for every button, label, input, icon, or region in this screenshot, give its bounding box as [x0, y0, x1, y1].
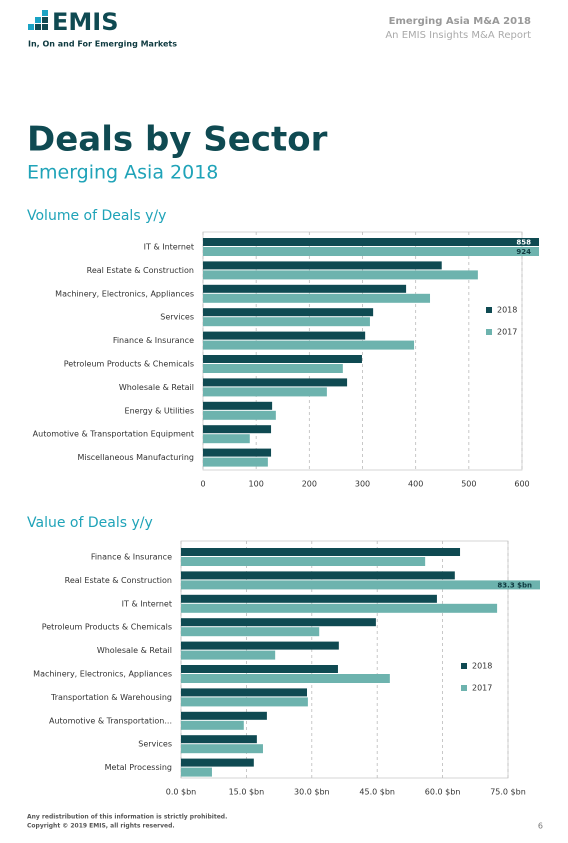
category-label: Services [138, 740, 172, 749]
bars [203, 238, 539, 467]
legend-label: 2017 [497, 328, 517, 337]
x-tick-label: 15.0 $bn [229, 788, 265, 797]
bar [181, 557, 426, 566]
bar [203, 317, 370, 327]
value-label: 858 [516, 239, 531, 247]
category-label: Petroleum Products & Chemicals [42, 623, 172, 632]
bar [203, 293, 431, 303]
page-number: 6 [538, 822, 543, 831]
x-tick-label: 45.0 $bn [359, 788, 395, 797]
category-label: Wholesale & Retail [119, 383, 194, 392]
category-label: Machinery, Electronics, Appliances [33, 670, 172, 679]
bar [181, 580, 540, 590]
category-label: Wholesale & Retail [97, 646, 172, 655]
bar [181, 688, 308, 697]
category-label: Real Estate & Construction [87, 266, 194, 275]
legend-swatch [461, 663, 467, 669]
bar [203, 308, 374, 317]
legend-label: 2018 [472, 662, 492, 671]
bar [181, 674, 390, 683]
x-tick-label: 30.0 $bn [294, 788, 330, 797]
page-subtitle: Emerging Asia 2018 [27, 162, 218, 184]
category-label: Energy & Utilities [125, 406, 194, 415]
legend-swatch [486, 329, 492, 335]
logo-icon [28, 10, 48, 30]
x-tick-label: 200 [302, 480, 317, 489]
value-label: 924 [516, 248, 531, 256]
bar [203, 340, 415, 350]
category-label: Petroleum Products & Chemicals [64, 360, 194, 369]
value-label: 83.3 $bn [497, 581, 532, 589]
x-tick-label: 0 [200, 480, 205, 489]
bar [181, 641, 339, 650]
category-label: Automotive & Transportation... [49, 716, 172, 725]
legend-label: 2017 [472, 684, 492, 693]
bar [203, 331, 366, 340]
category-label: Transportation & Warehousing [50, 693, 172, 702]
bar [203, 448, 272, 457]
x-tick-label: 600 [514, 480, 529, 489]
tagline: In, On and For Emerging Markets [28, 40, 177, 49]
bar [181, 720, 244, 730]
x-tick-label: 100 [249, 480, 264, 489]
bar [181, 665, 338, 673]
category-label: IT & Internet [122, 599, 172, 608]
bars [181, 548, 540, 777]
bar [203, 284, 407, 293]
x-tick-label: 0.0 $bn [166, 788, 197, 797]
bar [181, 627, 320, 637]
category-label: IT & Internet [144, 243, 194, 252]
notice: Any redistribution of this information i… [27, 814, 227, 821]
x-tick-label: 400 [408, 480, 423, 489]
bar [181, 571, 455, 580]
bar [181, 758, 254, 767]
bar [203, 270, 478, 280]
category-label: Services [160, 313, 194, 322]
category-label: Automotive & Transportation Equipment [33, 430, 194, 439]
bar [181, 650, 276, 660]
bar [203, 457, 268, 467]
bar [203, 410, 276, 420]
bar [181, 618, 376, 627]
x-tick-label: 75.0 $bn [490, 788, 526, 797]
category-label: Miscellaneous Manufacturing [77, 453, 194, 462]
bar [181, 735, 257, 744]
category-label: Machinery, Electronics, Appliances [55, 289, 194, 298]
bar [203, 401, 273, 410]
bar [181, 744, 263, 754]
legend-label: 2018 [497, 306, 517, 315]
x-tick-label: 60.0 $bn [425, 788, 461, 797]
bar [181, 711, 267, 720]
bar [203, 364, 343, 373]
bar [181, 603, 498, 613]
page-title: Deals by Sector [27, 120, 328, 160]
bar [203, 247, 539, 256]
category-label: Real Estate & Construction [65, 576, 172, 585]
category-label: Metal Processing [105, 763, 172, 772]
bar [181, 697, 308, 707]
bar [203, 261, 442, 270]
bar [203, 355, 362, 363]
bar [203, 387, 327, 397]
chart-title: Volume of Deals y/y [27, 208, 166, 224]
bar [181, 767, 212, 777]
chart-title: Value of Deals y/y [27, 515, 153, 531]
category-label: Finance & Insurance [91, 553, 172, 562]
bar [203, 378, 348, 387]
logo: EMIS [52, 8, 119, 36]
legend-swatch [461, 685, 467, 691]
bar [203, 434, 250, 444]
bar [181, 548, 461, 556]
x-tick-label: 500 [461, 480, 476, 489]
category-label: Finance & Insurance [113, 336, 194, 345]
report-name: Emerging Asia M&A 2018 [389, 16, 531, 27]
report-subtitle: An EMIS Insights M&A Report [385, 30, 531, 41]
copyright: Copyright © 2019 EMIS, all rights reserv… [27, 823, 175, 830]
bar [203, 238, 539, 246]
legend-swatch [486, 307, 492, 313]
x-tick-label: 300 [355, 480, 370, 489]
bar [181, 594, 437, 603]
bar [203, 425, 272, 434]
